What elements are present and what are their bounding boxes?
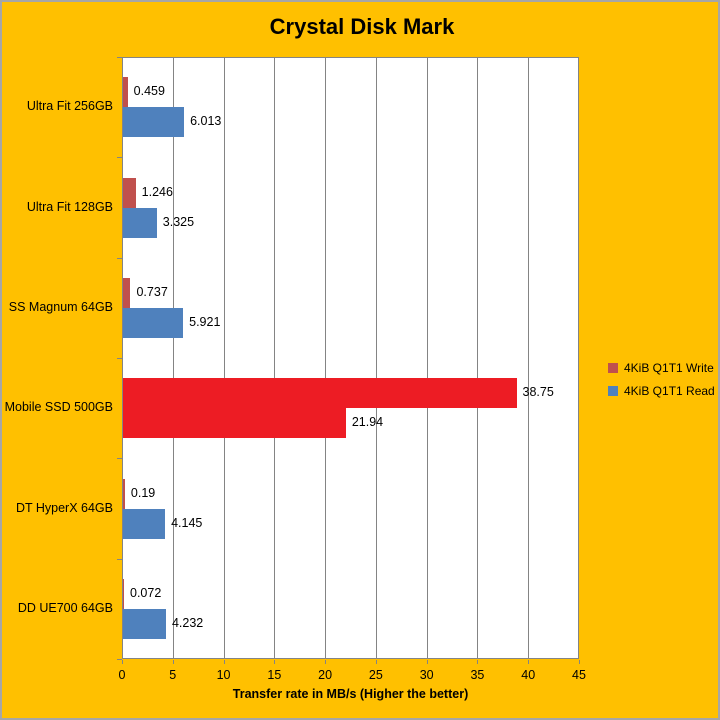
- bar-read: [123, 207, 157, 238]
- x-axis-tick: [172, 660, 174, 664]
- bar-write: [123, 478, 125, 509]
- category-label: Ultra Fit 256GB: [26, 99, 113, 114]
- legend-swatch-read: [608, 386, 618, 396]
- chart-title: Crystal Disk Mark: [269, 14, 455, 39]
- x-axis-tick: [122, 660, 123, 664]
- gridline: [274, 57, 276, 659]
- value-label: 5.921: [189, 314, 221, 329]
- category-label: SS Magnum 64GB: [8, 299, 113, 314]
- value-label: 4.145: [171, 515, 203, 530]
- category-label: DD UE700 64GB: [17, 600, 113, 615]
- x-axis-tick-label: 0: [118, 668, 126, 682]
- y-axis-tick: [117, 458, 122, 460]
- legend-entry-read: 4KiB Q1T1 Read: [608, 384, 715, 398]
- gridline: [325, 57, 327, 659]
- x-axis-tick: [325, 660, 327, 664]
- value-label: 3.325: [162, 214, 195, 229]
- gridline: [477, 57, 479, 659]
- y-axis-tick: [117, 558, 122, 560]
- bar-read: [123, 408, 346, 439]
- x-axis-tick: [426, 660, 428, 664]
- x-axis-tick-label: 10: [216, 668, 231, 682]
- y-axis-tick: [117, 157, 122, 159]
- x-axis-tick: [223, 660, 225, 664]
- gridline: [375, 57, 377, 659]
- value-label: 21.94: [351, 415, 384, 430]
- bar-write: [123, 77, 128, 108]
- x-axis-tick-label: 20: [318, 668, 333, 682]
- x-axis-tick: [579, 660, 580, 664]
- x-axis-tick: [528, 660, 530, 664]
- legend-entry-write: 4KiB Q1T1 Write: [608, 361, 715, 375]
- legend-label-read: 4KiB Q1T1 Read: [624, 384, 715, 398]
- value-label: 38.75: [522, 385, 554, 400]
- y-axis-tick: [117, 659, 122, 660]
- x-axis-tick-label: 45: [572, 668, 586, 682]
- gridline: [528, 57, 530, 659]
- gridline: [426, 57, 428, 659]
- y-axis-tick: [117, 257, 122, 259]
- plot-area: [122, 57, 579, 659]
- value-label: 0.737: [136, 284, 168, 299]
- x-axis-tick: [274, 660, 276, 664]
- x-axis-tick-label: 5: [169, 668, 177, 682]
- x-axis-tick-label: 15: [267, 668, 282, 682]
- x-axis-tick-label: 35: [470, 668, 485, 682]
- bar-read: [123, 107, 185, 138]
- category-label: Ultra Fit 128GB: [26, 199, 113, 214]
- value-label: 1.246: [141, 184, 173, 199]
- legend: 4KiB Q1T1 Write 4KiB Q1T1 Read: [608, 361, 715, 398]
- bar-write: [123, 177, 136, 208]
- legend-swatch-write: [608, 363, 618, 373]
- y-axis-tick: [117, 57, 122, 58]
- category-label: Mobile SSD 500GB: [4, 400, 113, 415]
- y-axis-tick: [117, 358, 122, 359]
- bar-read: [123, 307, 184, 338]
- bar-write: [123, 378, 517, 409]
- x-axis-tick-label: 40: [521, 668, 536, 682]
- value-label: 0.19: [130, 485, 156, 500]
- x-axis-title: Transfer rate in MB/s (Higher the better…: [232, 687, 469, 701]
- x-axis-tick-label: 30: [419, 668, 434, 682]
- x-axis-tick-label: 25: [368, 668, 383, 682]
- x-axis-tick: [375, 660, 377, 664]
- bar-read: [123, 608, 166, 639]
- gridline: [223, 57, 225, 659]
- category-label: DT HyperX 64GB: [15, 500, 113, 515]
- bar-write: [123, 277, 131, 308]
- value-label: 6.013: [190, 114, 222, 129]
- bar-read: [123, 508, 166, 539]
- value-label: 0.459: [133, 84, 165, 99]
- legend-label-write: 4KiB Q1T1 Write: [624, 361, 714, 375]
- x-axis-tick: [477, 660, 479, 664]
- gridline: [172, 57, 174, 659]
- value-label: 0.072: [130, 585, 162, 600]
- value-label: 4.232: [171, 615, 204, 630]
- bar-write: [123, 578, 124, 609]
